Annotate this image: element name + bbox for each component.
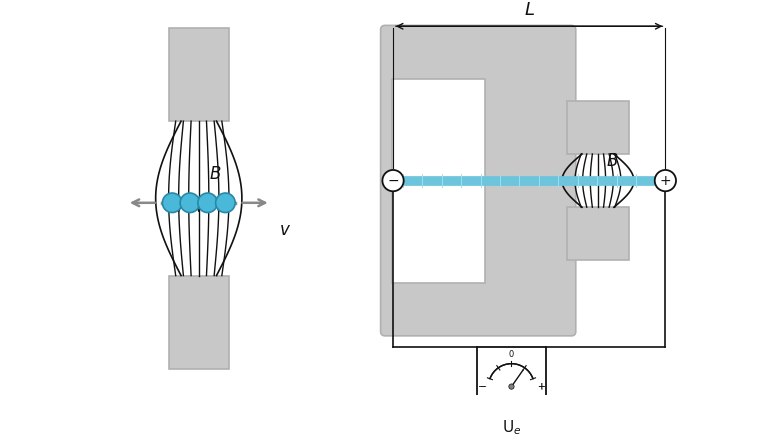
Bar xyxy=(567,101,629,154)
FancyBboxPatch shape xyxy=(381,25,576,336)
Text: v: v xyxy=(280,220,289,239)
Text: U$_e$: U$_e$ xyxy=(502,418,521,434)
Circle shape xyxy=(382,170,404,191)
Circle shape xyxy=(198,193,217,213)
Text: B: B xyxy=(607,152,618,170)
Bar xyxy=(169,28,229,121)
Text: +: + xyxy=(537,381,545,391)
Text: 0: 0 xyxy=(509,350,514,359)
Text: −: − xyxy=(387,174,399,187)
Text: −: − xyxy=(478,381,486,391)
Circle shape xyxy=(655,170,676,191)
Text: B: B xyxy=(209,164,221,183)
Bar xyxy=(477,347,546,408)
Bar xyxy=(169,276,229,368)
Text: L: L xyxy=(524,1,534,19)
Text: +: + xyxy=(659,174,672,187)
Bar xyxy=(567,207,629,260)
Circle shape xyxy=(180,193,200,213)
Bar xyxy=(392,79,485,283)
Text: −: − xyxy=(479,382,486,391)
Circle shape xyxy=(509,384,514,389)
Circle shape xyxy=(163,193,182,213)
Text: +: + xyxy=(537,382,544,391)
Circle shape xyxy=(216,193,235,213)
